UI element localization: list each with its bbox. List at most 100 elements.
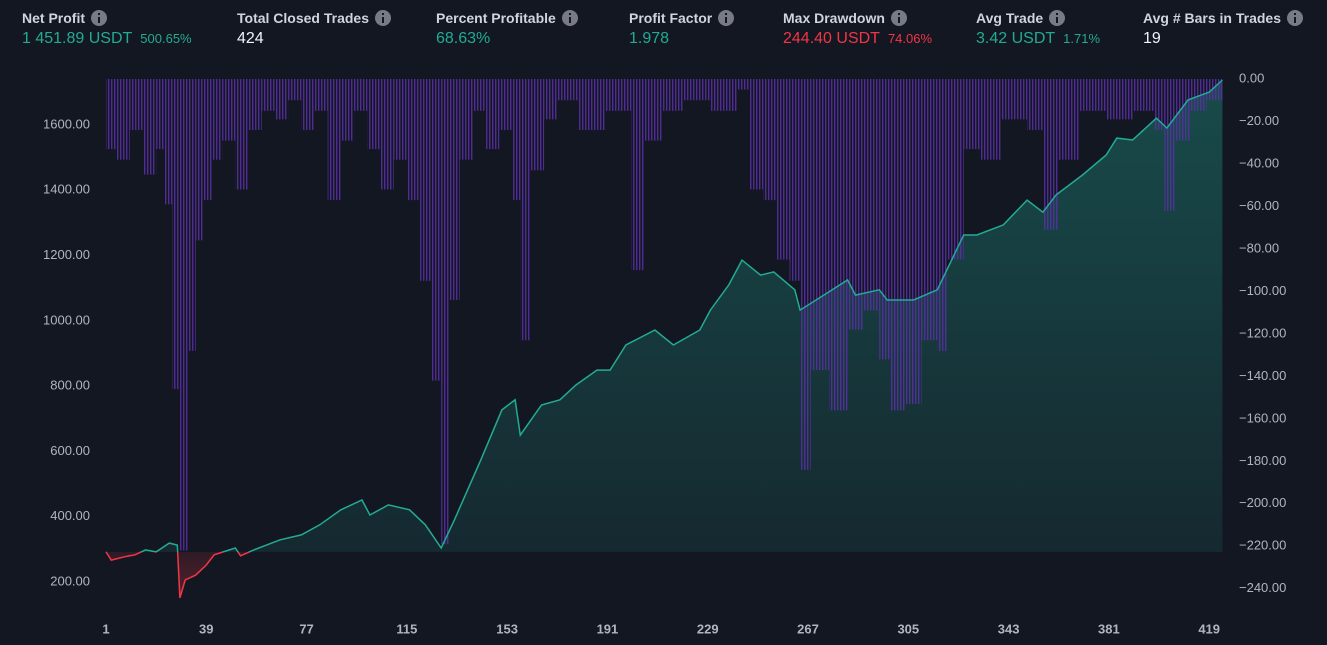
drawdown-bar — [164, 79, 172, 205]
y-tick-label: 600.00 — [50, 443, 90, 458]
stat-label: Avg # Bars in Trades — [1143, 8, 1303, 28]
drawdown-bar — [662, 79, 684, 111]
stat-label-text: Max Drawdown — [783, 10, 885, 26]
stat-label: Max Drawdown — [783, 8, 976, 28]
stat-values: 1.978 — [629, 30, 783, 48]
stat-values: 244.40 USDT 74.06% — [783, 30, 976, 48]
drawdown-bar — [203, 79, 212, 201]
drawdown-bar — [142, 79, 157, 175]
info-icon[interactable] — [91, 10, 107, 26]
drawdown-bar — [486, 79, 500, 150]
drawdown-bar — [354, 79, 368, 111]
drawdown-bar — [288, 79, 302, 101]
drawdown-bar — [274, 79, 289, 120]
x-tick-label: 77 — [299, 621, 313, 636]
drawdown-bar — [979, 79, 1001, 160]
drawdown-bar — [800, 79, 811, 470]
y-tick-label: 800.00 — [50, 378, 90, 393]
stat-label-text: Net Profit — [22, 10, 85, 26]
y2-tick-label: −160.00 — [1239, 410, 1286, 425]
stat-label-text: Avg Trade — [976, 10, 1044, 26]
stat-label-text: Avg # Bars in Trades — [1143, 10, 1281, 26]
stat-percent: 500.65% — [140, 31, 192, 46]
y2-tick-label: −100.00 — [1239, 283, 1286, 298]
x-tick-label: 229 — [697, 621, 719, 636]
drawdown-bar — [1164, 79, 1175, 211]
drawdown-bar — [1153, 79, 1165, 130]
stat: Profit Factor 1.978 — [629, 8, 783, 48]
drawdown-bar — [261, 79, 275, 111]
drawdown-bar — [749, 79, 764, 190]
stat: Avg Trade 3.42 USDT 1.71% — [976, 8, 1143, 48]
stat-value: 3.42 USDT — [976, 30, 1056, 47]
stat-label: Total Closed Trades — [237, 8, 436, 28]
drawdown-bar — [472, 79, 487, 111]
x-tick-label: 1 — [102, 621, 109, 636]
drawdown-bar — [763, 79, 777, 201]
drawdown-bar — [1027, 79, 1043, 130]
info-icon[interactable] — [718, 10, 735, 26]
stat-value: 424 — [237, 30, 264, 47]
stat-values: 424 — [237, 30, 436, 48]
x-tick-label: 39 — [199, 621, 213, 636]
x-tick-label: 343 — [998, 621, 1020, 636]
info-icon[interactable] — [375, 10, 391, 26]
stat: Total Closed Trades 424 — [237, 8, 436, 48]
drawdown-bar — [889, 79, 906, 411]
stat-value: 244.40 USDT — [783, 30, 880, 47]
drawdown-bar — [171, 79, 180, 390]
drawdown-bar — [106, 79, 117, 150]
y-tick-label: 1600.00 — [43, 116, 90, 131]
info-icon[interactable] — [561, 10, 578, 26]
drawdown-bar — [1132, 79, 1154, 111]
stats-bar: Net Profit 1 451.89 USDT 500.65% Total Clos… — [22, 8, 1303, 48]
drawdown-bar — [1000, 79, 1028, 120]
drawdown-bar — [459, 79, 473, 160]
x-tick-label: 305 — [897, 621, 919, 636]
x-tick-label: 267 — [797, 621, 819, 636]
drawdown-bar — [1174, 79, 1191, 141]
y-tick-label: 1400.00 — [43, 182, 90, 197]
stat-label-text: Profit Factor — [629, 10, 713, 26]
drawdown-bar — [211, 79, 223, 160]
stat: Avg # Bars in Trades 19 — [1143, 8, 1303, 48]
stat-values: 3.42 USDT 1.71% — [976, 30, 1143, 48]
drawdown-bar — [879, 79, 890, 360]
drawdown-bar — [1079, 79, 1107, 111]
drawdown-bar — [710, 79, 737, 111]
drawdown-bar — [314, 79, 328, 111]
y2-tick-label: −240.00 — [1239, 580, 1286, 595]
info-icon[interactable] — [890, 10, 907, 26]
drawdown-bar — [327, 79, 341, 201]
stat-value: 19 — [1143, 30, 1161, 47]
stat: Max Drawdown 244.40 USDT 74.06% — [783, 8, 976, 48]
drawdown-bar — [1058, 79, 1080, 160]
drawdown-bar — [847, 79, 864, 330]
stat-label: Percent Profitable — [436, 8, 629, 28]
drawdown-bar — [420, 79, 431, 281]
drawdown-bar — [520, 79, 531, 341]
drawdown-bar — [937, 79, 948, 351]
drawdown-bar — [512, 79, 521, 201]
drawdown-bar — [631, 79, 645, 271]
y-tick-label: 1200.00 — [43, 247, 90, 262]
x-tick-label: 419 — [1198, 621, 1220, 636]
y2-tick-label: −200.00 — [1239, 495, 1286, 510]
info-icon[interactable] — [1049, 10, 1066, 26]
stat-label: Profit Factor — [629, 8, 783, 28]
drawdown-bar — [441, 79, 450, 545]
drawdown-bar — [179, 79, 188, 551]
x-tick-label: 191 — [597, 621, 619, 636]
drawdown-bar — [530, 79, 545, 171]
drawdown-bar — [829, 79, 848, 411]
stat-value: 1 451.89 USDT — [22, 30, 133, 47]
stat-value: 68.63% — [436, 30, 491, 47]
info-icon[interactable] — [1286, 10, 1303, 26]
drawdown-bar — [393, 79, 407, 160]
stat-label: Net Profit — [22, 8, 237, 28]
drawdown-bar — [557, 79, 579, 101]
drawdown-bar — [810, 79, 830, 370]
y-tick-label: 1000.00 — [43, 312, 90, 327]
